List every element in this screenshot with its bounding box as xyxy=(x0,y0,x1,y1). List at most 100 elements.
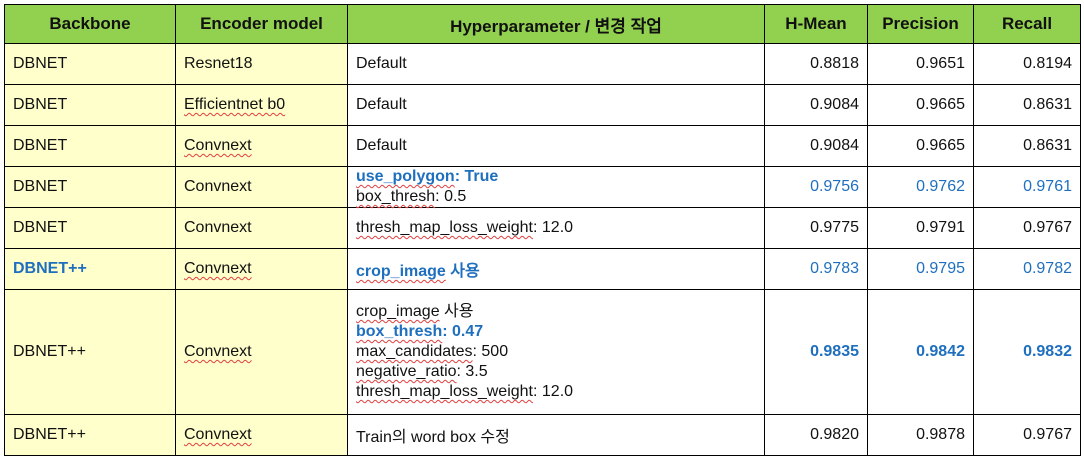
hyper-key: Default xyxy=(356,55,407,72)
hmean-cell: 0.9775 xyxy=(764,207,868,249)
header-precision: Precision xyxy=(867,4,974,44)
hyperparameter-cell: crop_image 사용 xyxy=(347,248,765,290)
table-row: DBNET++ Convnext crop_image 사용 box_thres… xyxy=(4,289,1081,415)
recall-cell: 0.9761 xyxy=(973,166,1081,208)
hyperparameter-cell: crop_image 사용 box_thresh: 0.47 max_candi… xyxy=(347,289,765,415)
header-hyperparameter: Hyperparameter / 변경 작업 xyxy=(347,4,765,44)
hyper-key: Default xyxy=(356,96,407,113)
recall-cell: 0.8631 xyxy=(973,84,1081,126)
table-row: DBNET++ Convnext crop_image 사용 0.9783 0.… xyxy=(4,248,1081,290)
hyper-line: thresh_map_loss_weight: 12.0 xyxy=(356,382,756,402)
encoder-cell: Convnext xyxy=(175,125,348,167)
hmean-cell: 0.8818 xyxy=(764,43,868,85)
backbone-cell: DBNET xyxy=(4,43,176,85)
recall-cell: 0.9782 xyxy=(973,248,1081,290)
hyper-key: thresh_map_loss_weight xyxy=(356,383,533,400)
hyperparameter-cell: Default xyxy=(347,43,765,85)
precision-cell: 0.9795 xyxy=(867,248,974,290)
hyper-key: thresh_map_loss_weight xyxy=(356,219,533,236)
precision-cell: 0.9878 xyxy=(867,414,974,456)
recall-cell: 0.9767 xyxy=(973,207,1081,249)
backbone-cell: DBNET++ xyxy=(4,414,176,456)
header-recall: Recall xyxy=(973,4,1081,44)
hmean-cell: 0.9835 xyxy=(764,289,868,415)
backbone-cell: DBNET xyxy=(4,207,176,249)
hmean-cell: 0.9084 xyxy=(764,125,868,167)
hyper-key: crop_image xyxy=(356,303,440,320)
backbone-cell: DBNET++ xyxy=(4,289,176,415)
backbone-cell: DBNET xyxy=(4,166,176,208)
precision-cell: 0.9791 xyxy=(867,207,974,249)
hyper-value: : 0.5 xyxy=(435,188,467,205)
header-encoder: Encoder model xyxy=(175,4,348,44)
header-row: Backbone Encoder model Hyperparameter / … xyxy=(4,4,1081,44)
encoder-cell: Convnext xyxy=(175,289,348,415)
table-row: DBNET Convnext use_polygon: True box_thr… xyxy=(4,166,1081,208)
hyper-line: box_thresh: 0.5 xyxy=(356,187,756,207)
hyper-value: : 12.0 xyxy=(533,219,574,236)
hyperparameter-cell: thresh_map_loss_weight: 12.0 xyxy=(347,207,765,249)
hyper-line: max_candidates: 500 xyxy=(356,342,756,362)
hyper-line: crop_image 사용 xyxy=(356,302,756,322)
table-row: DBNET++ Convnext Train의 word box 수정 0.98… xyxy=(4,414,1081,456)
encoder-text: Convnext xyxy=(184,343,252,360)
hmean-cell: 0.9756 xyxy=(764,166,868,208)
backbone-cell: DBNET xyxy=(4,125,176,167)
header-hmean: H-Mean xyxy=(764,4,868,44)
encoder-cell: Convnext xyxy=(175,207,348,249)
table-row: DBNET Convnext Default 0.9084 0.9665 0.8… xyxy=(4,125,1081,167)
hyper-key: use_polygon xyxy=(356,168,455,185)
hyperparameter-cell: use_polygon: True box_thresh: 0.5 xyxy=(347,166,765,208)
results-table: Backbone Encoder model Hyperparameter / … xyxy=(4,4,1081,456)
hyper-key: max_candidates xyxy=(356,343,473,360)
encoder-cell: Convnext xyxy=(175,166,348,208)
precision-cell: 0.9762 xyxy=(867,166,974,208)
precision-cell: 0.9665 xyxy=(867,125,974,167)
hyperparameter-cell: Default xyxy=(347,125,765,167)
encoder-cell: Convnext xyxy=(175,414,348,456)
hyper-key: box_thresh xyxy=(356,323,443,340)
hyper-value: : 0.47 xyxy=(442,323,484,340)
hyperparameter-cell: Default xyxy=(347,84,765,126)
hyper-key: Default xyxy=(356,137,407,154)
encoder-text: Convnext xyxy=(184,137,252,154)
table-row: DBNET Efficientnet b0 Default 0.9084 0.9… xyxy=(4,84,1081,126)
hyper-value: : 500 xyxy=(472,343,509,360)
hyper-value: : True xyxy=(454,168,499,185)
encoder-cell: Resnet18 xyxy=(175,43,348,85)
hyper-key: Train의 word box 수정 xyxy=(356,429,510,446)
encoder-text: Convnext xyxy=(184,260,252,277)
hyper-key: crop_image xyxy=(356,263,446,280)
precision-cell: 0.9842 xyxy=(867,289,974,415)
precision-cell: 0.9665 xyxy=(867,84,974,126)
hyper-line: negative_ratio: 3.5 xyxy=(356,362,756,382)
encoder-cell: Efficientnet b0 xyxy=(175,84,348,126)
hyperparameter-cell: Train의 word box 수정 xyxy=(347,414,765,456)
recall-cell: 0.9767 xyxy=(973,414,1081,456)
hyper-line: box_thresh: 0.47 xyxy=(356,322,756,342)
recall-cell: 0.8631 xyxy=(973,125,1081,167)
encoder-text: Efficientnet b0 xyxy=(184,96,286,113)
hyper-value: 사용 xyxy=(439,303,474,320)
header-backbone: Backbone xyxy=(4,4,176,44)
hyper-line: use_polygon: True xyxy=(356,167,756,187)
table-row: DBNET Resnet18 Default 0.8818 0.9651 0.8… xyxy=(4,43,1081,85)
encoder-text: Convnext xyxy=(184,219,252,236)
encoder-text: Convnext xyxy=(184,426,252,443)
hmean-cell: 0.9783 xyxy=(764,248,868,290)
encoder-cell: Convnext xyxy=(175,248,348,290)
hyper-key: negative_ratio xyxy=(356,363,457,380)
hyper-value: : 3.5 xyxy=(456,363,488,380)
table-row: DBNET Convnext thresh_map_loss_weight: 1… xyxy=(4,207,1081,249)
backbone-cell: DBNET++ xyxy=(4,248,176,290)
hyper-value: : 12.0 xyxy=(533,383,574,400)
recall-cell: 0.8194 xyxy=(973,43,1081,85)
hmean-cell: 0.9820 xyxy=(764,414,868,456)
encoder-text: Convnext xyxy=(184,178,252,195)
hmean-cell: 0.9084 xyxy=(764,84,868,126)
encoder-text: Resnet18 xyxy=(184,55,253,72)
hyper-value: 사용 xyxy=(445,263,480,280)
backbone-cell: DBNET xyxy=(4,84,176,126)
hyper-key: box_thresh xyxy=(356,188,436,205)
precision-cell: 0.9651 xyxy=(867,43,974,85)
